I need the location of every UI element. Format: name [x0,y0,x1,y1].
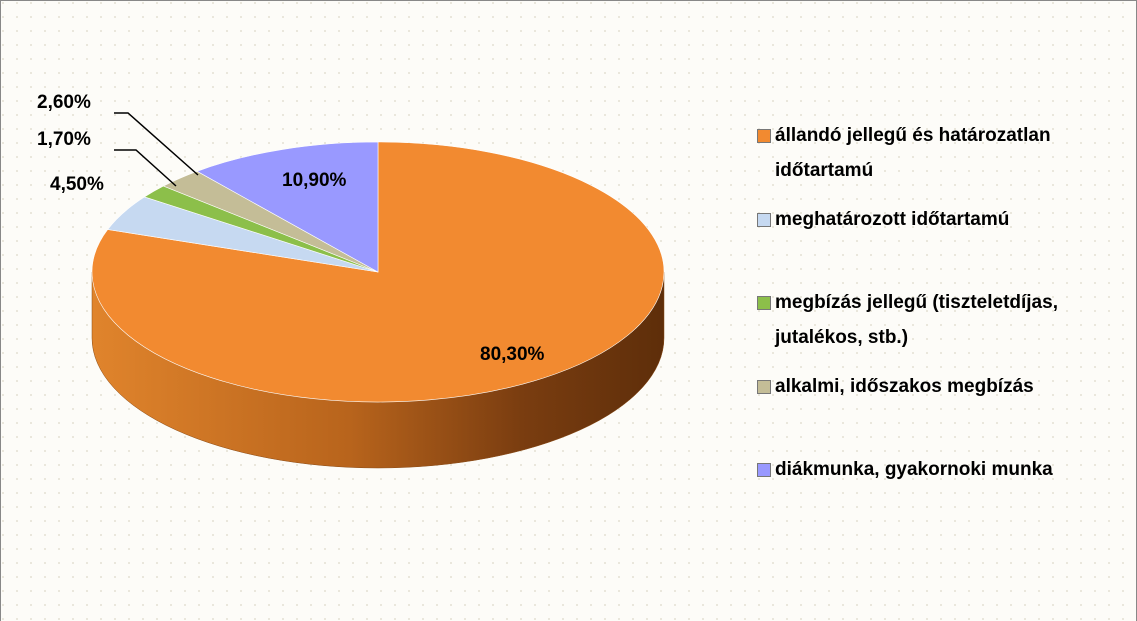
legend-label: alkalmi, időszakos megbízás [775,376,1034,397]
pie: 80,30% 4,50% 1,70% 2,60% 10,90% [37,92,665,469]
legend-swatch [757,129,771,143]
legend-swatch [757,380,771,394]
data-label: 10,90% [282,170,347,191]
pie-slice [196,141,379,273]
legend: állandó jellegű és határozatlan időtarta… [757,118,1132,501]
legend-swatch [757,213,771,227]
leader-line [114,149,177,187]
data-label: 4,50% [50,174,104,195]
legend-swatch [757,463,771,477]
legend-item: diákmunka, gyakornoki munka [757,452,1132,487]
legend-label: diákmunka, gyakornoki munka [775,459,1053,480]
data-label: 1,70% [37,129,91,150]
legend-item: alkalmi, időszakos megbízás [757,369,1132,404]
data-label: 2,60% [37,92,91,113]
legend-label: állandó jellegű és határozatlan időtarta… [775,125,1051,181]
legend-swatch [757,296,771,310]
legend-item: megbízás jellegű (tiszteletdíjas, jutalé… [757,285,1132,355]
leader-line [114,112,199,176]
legend-label: megbízás jellegű (tiszteletdíjas, jutalé… [775,292,1058,348]
legend-item: meghatározott időtartamú [757,202,1132,237]
data-label: 80,30% [480,344,545,365]
legend-item: állandó jellegű és határozatlan időtarta… [757,118,1132,188]
legend-label: meghatározott időtartamú [775,209,1010,230]
